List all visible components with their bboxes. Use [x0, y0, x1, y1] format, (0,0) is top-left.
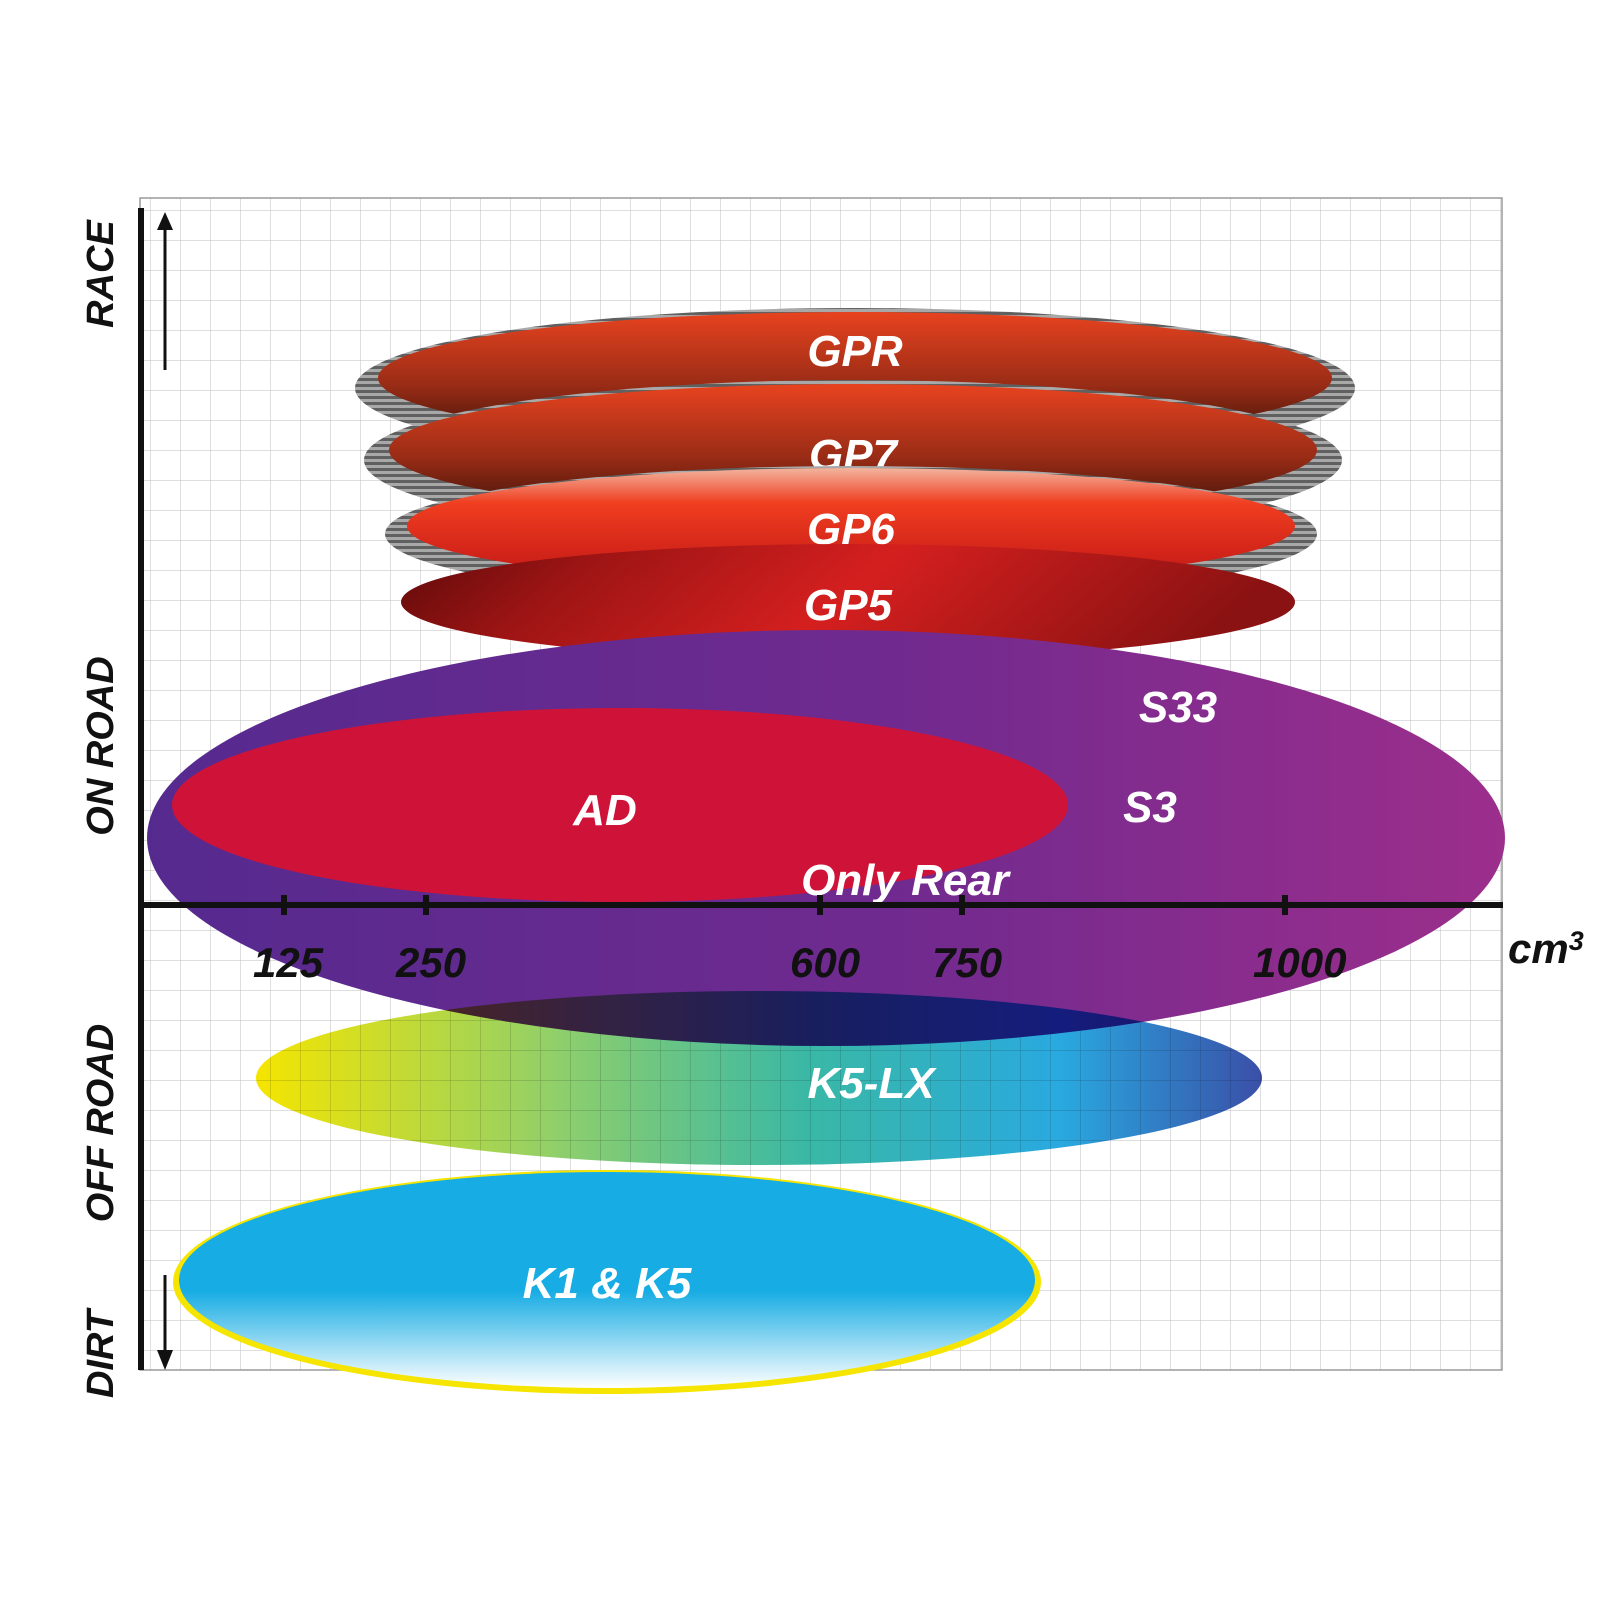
svg-text:125: 125	[253, 939, 324, 986]
svg-text:250: 250	[395, 939, 466, 986]
svg-text:cm3: cm3	[1508, 925, 1584, 972]
svg-text:GP5: GP5	[804, 581, 893, 630]
svg-text:ON ROAD: ON ROAD	[80, 656, 122, 835]
svg-text:GPR: GPR	[807, 327, 903, 376]
svg-text:OFF ROAD: OFF ROAD	[80, 1024, 122, 1222]
svg-text:Only Rear: Only Rear	[801, 856, 1012, 905]
svg-text:600: 600	[790, 939, 860, 986]
svg-text:DIRT: DIRT	[80, 1307, 122, 1398]
svg-text:750: 750	[932, 939, 1002, 986]
svg-text:S3: S3	[1123, 783, 1177, 832]
svg-text:RACE: RACE	[80, 219, 122, 328]
svg-text:1000: 1000	[1253, 939, 1346, 986]
svg-text:AD: AD	[572, 786, 637, 835]
svg-text:S33: S33	[1139, 683, 1217, 732]
svg-text:K1 & K5: K1 & K5	[523, 1259, 692, 1308]
svg-text:K5-LX: K5-LX	[807, 1059, 937, 1108]
